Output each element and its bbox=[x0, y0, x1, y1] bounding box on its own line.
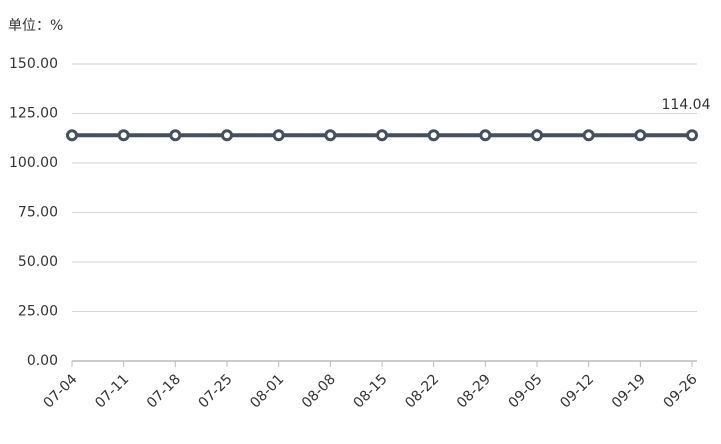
data-label: 114.04 bbox=[662, 97, 711, 113]
point bbox=[272, 129, 285, 142]
x-tick-label: 07-18 bbox=[144, 371, 184, 411]
y-tick-label: 125.00 bbox=[9, 106, 58, 122]
point bbox=[66, 129, 78, 142]
point bbox=[479, 129, 492, 142]
x-tick-label: 08-08 bbox=[299, 371, 339, 411]
y-tick-label: 0.00 bbox=[27, 353, 58, 369]
point bbox=[221, 129, 233, 142]
y-tick-label: 150.00 bbox=[9, 56, 58, 72]
x-tick-label: 08-15 bbox=[351, 371, 391, 411]
point bbox=[117, 129, 130, 142]
point bbox=[582, 129, 595, 142]
x-tick-label: 07-25 bbox=[196, 371, 236, 411]
point bbox=[686, 129, 698, 142]
unit-label: 单位：% bbox=[8, 18, 63, 34]
x-tick-label: 09-05 bbox=[506, 371, 546, 411]
x-tick-label: 09-19 bbox=[609, 371, 649, 411]
point bbox=[324, 129, 337, 142]
x-tick-label: 09-26 bbox=[661, 371, 701, 411]
point bbox=[427, 129, 440, 142]
x-tick-label: 08-01 bbox=[247, 371, 287, 411]
x-tick-label: 08-22 bbox=[402, 371, 442, 411]
y-tick-label: 25.00 bbox=[18, 304, 58, 320]
point bbox=[531, 129, 543, 142]
y-tick-label: 50.00 bbox=[18, 254, 58, 270]
y-tick-label: 75.00 bbox=[18, 205, 58, 221]
point bbox=[376, 129, 388, 142]
x-tick-label: 07-04 bbox=[41, 371, 81, 411]
x-tick-label: 09-12 bbox=[557, 371, 597, 411]
x-tick-label: 07-11 bbox=[92, 371, 132, 411]
point bbox=[634, 129, 647, 142]
x-tick-label: 08-29 bbox=[454, 371, 494, 411]
y-tick-label: 100.00 bbox=[9, 155, 58, 171]
point bbox=[169, 129, 182, 142]
